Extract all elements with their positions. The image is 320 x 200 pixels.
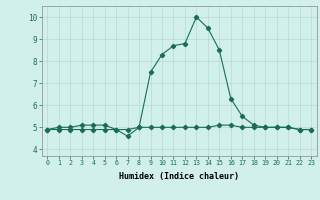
X-axis label: Humidex (Indice chaleur): Humidex (Indice chaleur) (119, 172, 239, 181)
